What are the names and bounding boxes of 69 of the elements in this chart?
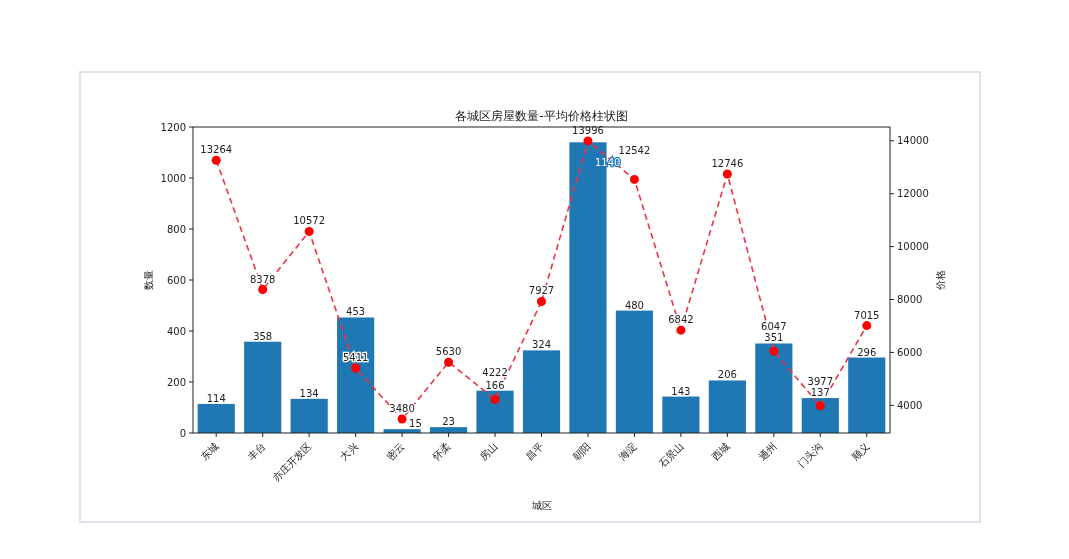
data-label: 480 [624, 299, 644, 311]
data-label: 114 [206, 392, 226, 404]
bar [848, 357, 886, 433]
y-axis-title: 数量 [143, 270, 154, 290]
y2-tick-label: 6000 [897, 346, 923, 358]
bar [522, 350, 561, 433]
x-tick-label: 海淀 [616, 440, 639, 463]
data-label: 358 [253, 330, 273, 342]
data-label: 324 [531, 339, 552, 351]
bar [197, 403, 235, 433]
y-tick-label: 600 [166, 274, 186, 286]
data-label: 3977 [807, 375, 834, 387]
x-tick-label: 昌平 [523, 440, 546, 463]
data-label: 5411 [342, 352, 369, 364]
y2-axis-title: 价格 [935, 270, 946, 291]
data-label: 206 [717, 369, 737, 381]
x-tick-label: 丰台 [245, 440, 268, 463]
y2-tick-label: 14000 [897, 135, 929, 147]
x-tick-label: 密云 [384, 440, 407, 463]
data-label: 8378 [249, 273, 276, 285]
x-tick-label: 东城 [198, 440, 221, 463]
chart-title: 各城区房屋数量-平均价格柱状图 [455, 109, 628, 123]
x-tick-label: 石景山 [656, 440, 686, 470]
bar [244, 341, 282, 433]
bar [476, 390, 514, 433]
bar [615, 310, 654, 433]
data-label: 13264 [200, 144, 233, 156]
y2-tick-label: 10000 [897, 241, 929, 253]
data-label: 5630 [435, 346, 462, 358]
x-tick-label: 大兴 [338, 440, 361, 463]
bar [337, 317, 375, 433]
bar [801, 398, 839, 433]
data-label: 351 [764, 332, 784, 344]
data-label: 143 [671, 385, 691, 397]
data-label: 296 [857, 346, 877, 358]
y-tick-label: 1000 [160, 172, 186, 184]
data-label: 7015 [854, 309, 880, 321]
data-label: 453 [346, 306, 366, 318]
x-tick-label: 房山 [477, 440, 500, 463]
data-label: 4222 [482, 367, 508, 379]
x-tick-label: 朝阳 [570, 440, 593, 463]
bar [662, 396, 700, 433]
x-tick-label: 亦庄开发区 [270, 440, 314, 484]
data-label: 7927 [528, 285, 555, 297]
bar [755, 343, 793, 433]
y-tick-label: 800 [166, 223, 186, 235]
y2-tick-label: 12000 [897, 188, 929, 200]
x-tick-label: 通州 [756, 440, 779, 463]
data-label: 12746 [711, 157, 744, 169]
data-label: 137 [810, 387, 830, 399]
y-tick-label: 1200 [160, 121, 186, 133]
x-tick-label: 西城 [709, 440, 732, 463]
data-label: 13996 [572, 124, 604, 136]
data-label: 23 [442, 416, 455, 428]
y2-tick-label: 8000 [897, 294, 923, 306]
data-label: 15 [409, 418, 422, 430]
y-tick-label: 0 [179, 427, 186, 439]
data-label: 10572 [293, 215, 326, 227]
bar [290, 398, 328, 433]
data-label: 12542 [618, 145, 651, 157]
x-tick-label: 门头沟 [795, 440, 825, 470]
y2-tick-label: 4000 [897, 399, 923, 411]
x-tick-label: 怀柔 [430, 440, 453, 464]
y-tick-label: 400 [166, 325, 186, 337]
data-label: 134 [299, 387, 319, 399]
x-axis-title: 城区 [530, 500, 552, 511]
y-tick-label: 200 [166, 376, 186, 388]
x-tick-label: 顺义 [849, 440, 872, 463]
bar [708, 380, 746, 433]
